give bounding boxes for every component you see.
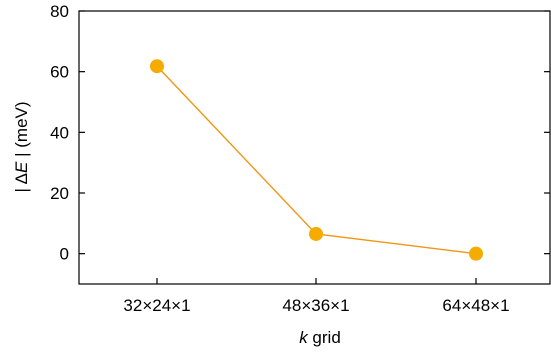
y-tick-label: 0: [60, 245, 69, 264]
y-tick-label: 20: [50, 184, 69, 203]
y-tick-label: 60: [50, 63, 69, 82]
y-axis-label-delta: Δ: [12, 173, 31, 184]
y-tick-label: 80: [50, 2, 69, 21]
x-tick-label: 64×48×1: [442, 296, 509, 315]
x-tick-label: 48×36×1: [282, 296, 349, 315]
data-point: [150, 59, 164, 74]
data-point: [309, 226, 323, 241]
y-axis-label-suffix: | (meV): [12, 101, 31, 161]
y-axis: 0 20 40 60 80: [50, 2, 550, 264]
x-axis-label-text: grid: [308, 328, 341, 347]
x-tick-label: 32×24×1: [123, 296, 190, 315]
series-line: [156, 65, 477, 255]
y-axis-label-energy: E: [12, 161, 31, 173]
data-point: [469, 246, 483, 261]
plot-area-border: [78, 10, 551, 285]
x-axis: 32×24×1 48×36×1 64×48×1: [123, 278, 510, 315]
x-axis-label-variable: k: [299, 328, 309, 347]
plot-frame: [78, 10, 551, 285]
data-series: [150, 59, 483, 261]
y-axis-label: | ΔE | (meV): [12, 101, 31, 192]
x-axis-label: k grid: [299, 328, 341, 347]
y-tick-label: 40: [50, 123, 69, 142]
y-axis-label-prefix: |: [12, 184, 31, 192]
